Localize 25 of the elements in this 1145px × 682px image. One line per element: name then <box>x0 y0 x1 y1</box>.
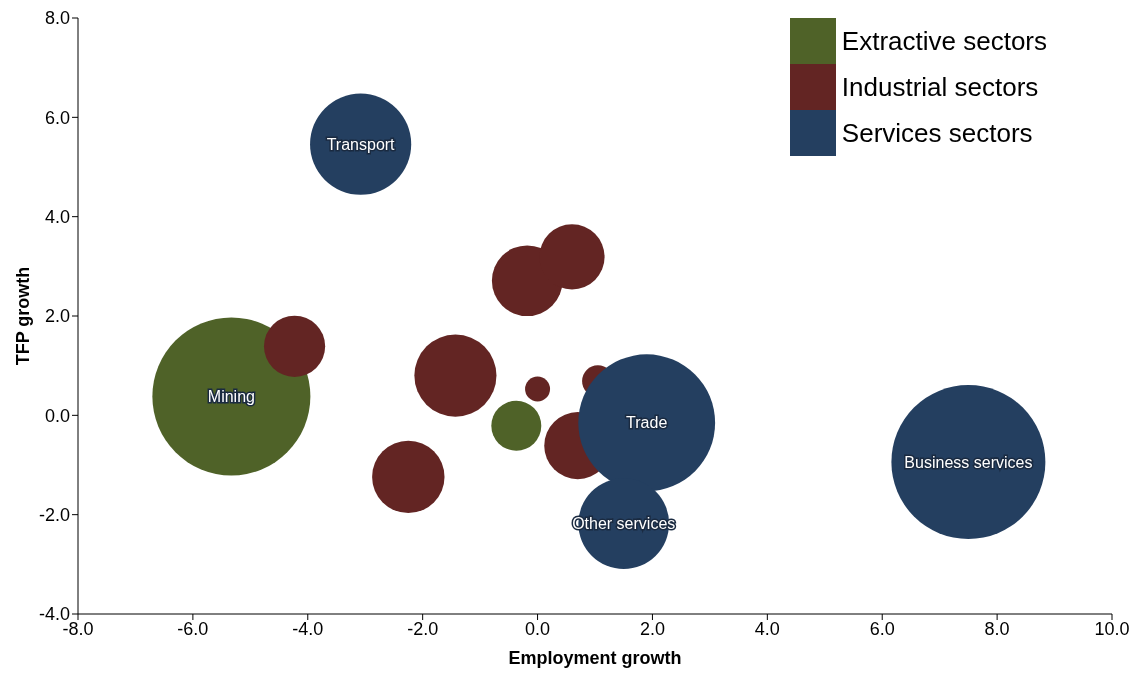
x-tick-label: -6.0 <box>177 618 209 639</box>
y-tick-label: -4.0 <box>38 604 70 625</box>
x-tick-label: 4.0 <box>754 618 780 639</box>
legend-label: Industrial sectors <box>841 71 1039 104</box>
y-tick-label: 4.0 <box>44 207 70 228</box>
x-tick-label: -4.0 <box>292 618 324 639</box>
annotation: Business services <box>904 453 1033 471</box>
x-axis-title: Employment growth <box>508 648 682 668</box>
legend-label: Extractive sectors <box>841 25 1047 58</box>
x-tick-label: 10.0 <box>1094 618 1130 639</box>
y-tick-label: 0.0 <box>44 405 70 426</box>
x-tick-label: -2.0 <box>407 618 439 639</box>
y-tick-label: 8.0 <box>44 8 70 29</box>
x-tick-label: 2.0 <box>639 618 665 639</box>
annotation: Mining <box>207 388 255 406</box>
y-tick-label: 2.0 <box>44 306 70 327</box>
y-tick-label: 6.0 <box>44 107 70 128</box>
x-tick-label: 0.0 <box>525 618 551 639</box>
legend-label: Services sectors <box>841 117 1033 150</box>
annotation: Trade <box>626 414 668 432</box>
y-tick-label: -2.0 <box>38 505 70 526</box>
x-tick-label: 8.0 <box>984 618 1010 639</box>
x-tick-label: 6.0 <box>869 618 895 639</box>
annotation: Transport <box>326 135 396 153</box>
y-axis-title: TFP growth <box>13 266 34 366</box>
